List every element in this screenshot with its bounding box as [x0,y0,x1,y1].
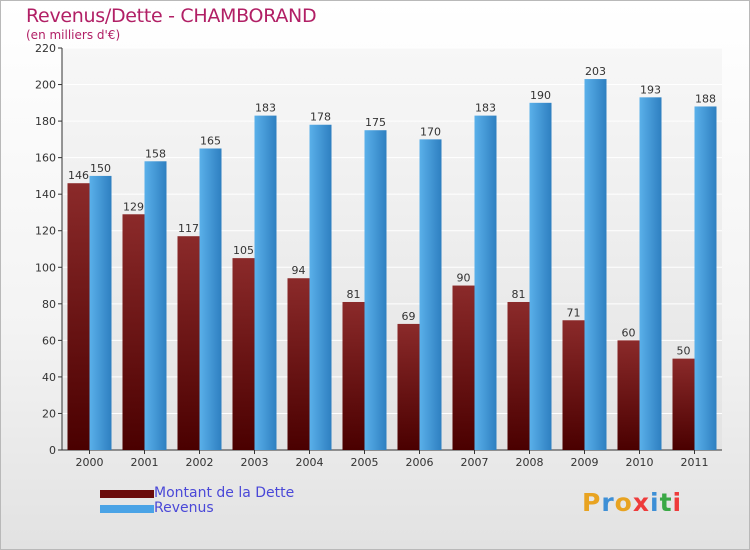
data-label: 183 [475,102,496,115]
data-label: 150 [90,162,111,175]
data-label: 193 [640,83,661,96]
bar-dette [122,214,145,450]
legend-label-revenus: Revenus [154,500,214,516]
proxiti-logo: Proxiti [582,488,682,517]
y-tick-label: 80 [42,298,56,311]
bar-revenus [584,79,607,451]
bar-dette [177,236,200,450]
y-tick-label: 20 [42,407,56,420]
data-label: 183 [255,102,276,115]
bar-revenus [694,106,717,451]
logo-letter: i [672,488,683,517]
y-tick-label: 0 [49,444,56,457]
data-label: 81 [512,288,526,301]
y-tick-label: 220 [35,42,56,55]
plot-area [62,48,722,450]
data-label: 50 [677,345,691,358]
data-label: 105 [233,244,254,257]
data-label: 188 [695,92,716,105]
x-tick-label: 2000 [76,456,104,469]
chart-subtitle: (en milliers d'€) [26,28,121,42]
data-label: 203 [585,65,606,78]
bar-dette [232,258,255,450]
bar-dette [562,320,585,450]
data-label: 117 [178,222,199,235]
chart-title: Revenus/Dette - CHAMBORAND [26,5,317,27]
y-tick-label: 120 [35,225,56,238]
logo-letter: o [614,488,633,517]
y-tick-label: 60 [42,334,56,347]
x-tick-label: 2005 [351,456,379,469]
data-label: 175 [365,116,386,129]
data-label: 81 [347,288,361,301]
bar-revenus [474,115,497,450]
data-label: 158 [145,147,166,160]
y-tick-label: 200 [35,79,56,92]
bar-dette [672,358,695,450]
y-tick-label: 40 [42,371,56,384]
bar-revenus [309,124,332,450]
y-tick-label: 160 [35,152,56,165]
logo-letter: x [632,488,650,517]
data-label: 165 [200,135,221,148]
bar-revenus [254,115,277,450]
y-tick-label: 140 [35,188,56,201]
x-tick-label: 2010 [626,456,654,469]
legend-swatch-dette [100,490,154,498]
legend-swatch-revenus [100,505,154,513]
logo-letter: r [601,488,615,517]
logo-letter: t [659,488,673,517]
data-label: 178 [310,111,331,124]
data-label: 94 [292,264,306,277]
x-tick-label: 2009 [571,456,599,469]
data-label: 60 [622,326,636,339]
logo-letter: i [650,488,660,517]
bar-dette [342,301,365,450]
legend-label-dette: Montant de la Dette [154,485,295,501]
data-label: 69 [402,310,416,323]
data-label: 170 [420,125,441,138]
y-tick-label: 180 [35,115,56,128]
data-label: 71 [567,306,581,319]
logo-letter: P [582,488,602,517]
bar-revenus [364,130,387,450]
bar-dette [397,323,420,450]
data-label: 190 [530,89,551,102]
x-tick-label: 2002 [186,456,214,469]
data-label: 146 [68,169,89,182]
bar-dette [287,278,310,450]
x-tick-label: 2006 [406,456,434,469]
data-label: 90 [457,272,471,285]
data-label: 129 [123,200,144,213]
bar-revenus [419,139,442,450]
bar-revenus [89,175,112,450]
bar-dette [452,285,475,450]
y-tick-label: 100 [35,261,56,274]
x-tick-label: 2011 [681,456,709,469]
bar-revenus [199,148,222,450]
bar-revenus [529,102,552,451]
bar-dette [67,183,90,450]
x-tick-label: 2007 [461,456,489,469]
bar-revenus [144,161,167,451]
x-tick-label: 2004 [296,456,324,469]
x-tick-label: 2003 [241,456,269,469]
x-tick-label: 2001 [131,456,159,469]
bar-dette [507,301,530,450]
x-tick-label: 2008 [516,456,544,469]
bar-revenus [639,97,662,450]
bar-dette [617,340,640,450]
